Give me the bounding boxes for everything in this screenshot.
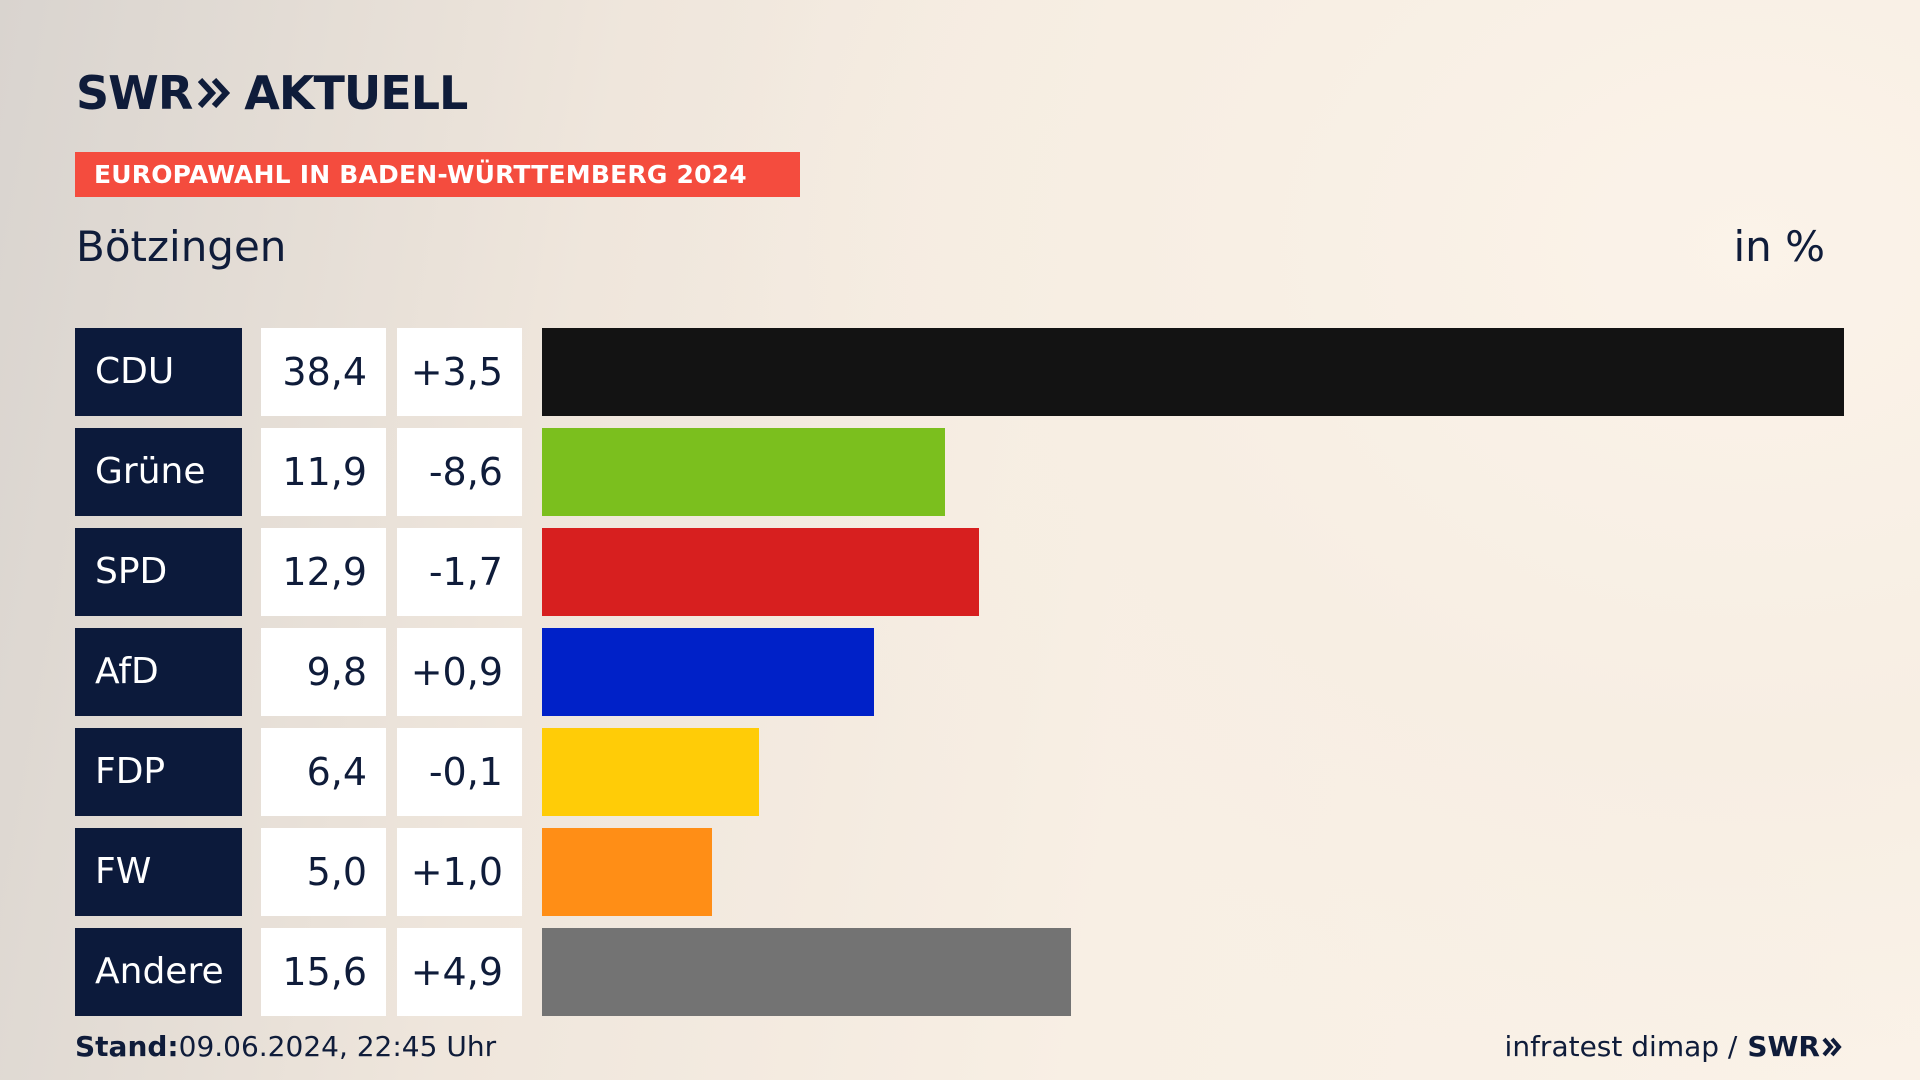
result-bar bbox=[542, 628, 874, 716]
value-label: 6,4 bbox=[261, 728, 386, 816]
swr-small-logo-text: SWR bbox=[1747, 1030, 1820, 1063]
source-text: infratest dimap / bbox=[1504, 1030, 1738, 1063]
value-label: 11,9 bbox=[261, 428, 386, 516]
result-bar bbox=[542, 528, 979, 616]
change-label: +1,0 bbox=[397, 828, 522, 916]
stand-label: Stand: bbox=[75, 1030, 179, 1063]
timestamp: Stand:09.06.2024, 22:45 Uhr bbox=[75, 1030, 496, 1063]
result-bar bbox=[542, 328, 1844, 416]
party-label: CDU bbox=[75, 328, 242, 416]
value-label: 15,6 bbox=[261, 928, 386, 1016]
change-label: +3,5 bbox=[397, 328, 522, 416]
value-label: 12,9 bbox=[261, 528, 386, 616]
result-row: Grüne 11,9 -8,6 bbox=[0, 428, 1920, 516]
result-row: CDU 38,4 +3,5 bbox=[0, 328, 1920, 416]
change-label: -1,7 bbox=[397, 528, 522, 616]
result-bar bbox=[542, 428, 945, 516]
change-label: -0,1 bbox=[397, 728, 522, 816]
unit-label: in % bbox=[1733, 222, 1825, 271]
party-label: Grüne bbox=[75, 428, 242, 516]
result-row: Andere 15,6 +4,9 bbox=[0, 928, 1920, 1016]
logo-aktuell-text: AKTUELL bbox=[244, 66, 468, 120]
result-bar bbox=[542, 828, 712, 916]
double-chevron-icon bbox=[198, 78, 231, 108]
swr-small-logo: SWR bbox=[1747, 1030, 1842, 1063]
party-label: FDP bbox=[75, 728, 242, 816]
party-label: FW bbox=[75, 828, 242, 916]
change-label: +4,9 bbox=[397, 928, 522, 1016]
stand-value: 09.06.2024, 22:45 Uhr bbox=[178, 1030, 497, 1063]
value-label: 38,4 bbox=[261, 328, 386, 416]
election-banner: EUROPAWAHL IN BADEN-WÜRTTEMBERG 2024 bbox=[75, 152, 800, 197]
result-bar bbox=[542, 728, 759, 816]
result-row: SPD 12,9 -1,7 bbox=[0, 528, 1920, 616]
result-row: FW 5,0 +1,0 bbox=[0, 828, 1920, 916]
change-label: -8,6 bbox=[397, 428, 522, 516]
party-label: AfD bbox=[75, 628, 242, 716]
place-title: Bötzingen bbox=[76, 222, 287, 271]
logo-swr-text: SWR bbox=[76, 66, 193, 120]
result-row: AfD 9,8 +0,9 bbox=[0, 628, 1920, 716]
source-credit: infratest dimap / SWR bbox=[1505, 1030, 1842, 1063]
result-row: FDP 6,4 -0,1 bbox=[0, 728, 1920, 816]
value-label: 9,8 bbox=[261, 628, 386, 716]
party-label: SPD bbox=[75, 528, 242, 616]
swr-aktuell-logo: SWR AKTUELL bbox=[76, 66, 468, 120]
value-label: 5,0 bbox=[261, 828, 386, 916]
change-label: +0,9 bbox=[397, 628, 522, 716]
small-double-chevron-icon bbox=[1822, 1037, 1842, 1056]
result-bar bbox=[542, 928, 1071, 1016]
party-label: Andere bbox=[75, 928, 242, 1016]
